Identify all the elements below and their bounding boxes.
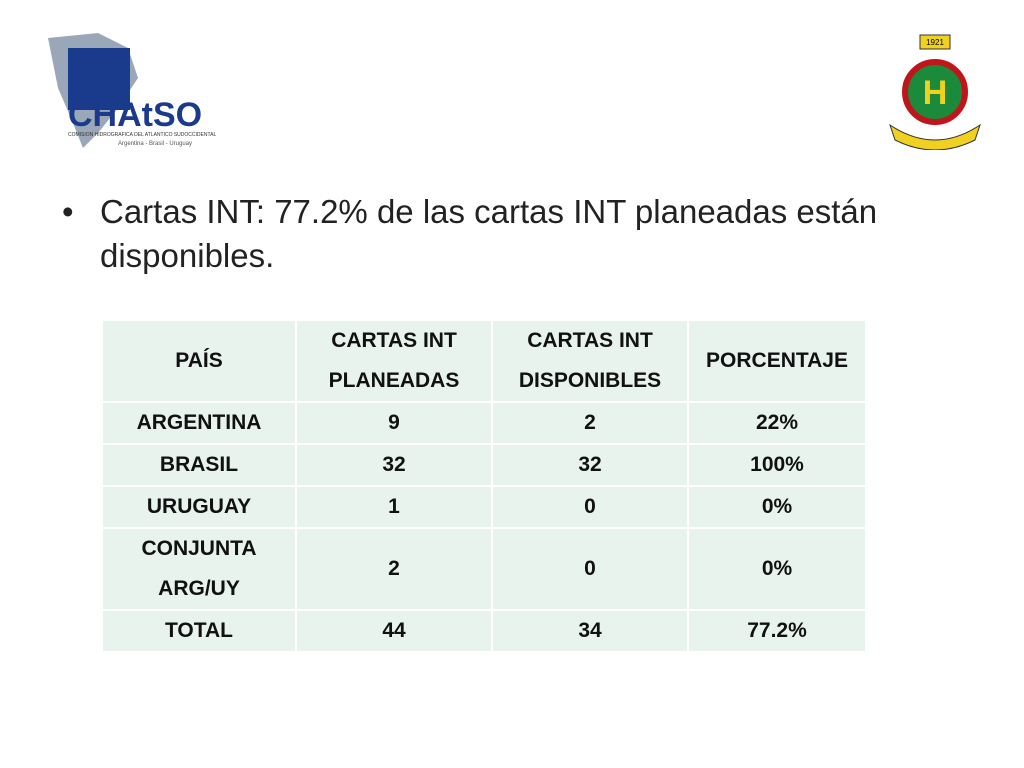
table-cell: 32 bbox=[491, 443, 689, 487]
logo-square bbox=[68, 48, 130, 110]
table-cell: PAÍS bbox=[101, 319, 297, 403]
cell-text: CARTAS INT PLANEADAS bbox=[328, 329, 460, 392]
table-cell: BRASIL bbox=[101, 443, 297, 487]
logo-countries: Argentina - Brasil - Uruguay bbox=[118, 141, 192, 147]
cell-text: 22% bbox=[755, 411, 799, 434]
table-cell: 77.2% bbox=[687, 609, 867, 653]
emblem-circle bbox=[902, 59, 968, 125]
cell-text: 32 bbox=[382, 453, 406, 476]
emblem-year: 1921 bbox=[926, 38, 944, 47]
cell-text: 0 bbox=[584, 557, 596, 580]
table-cell: 1 bbox=[295, 485, 493, 529]
cell-text: PORCENTAJE bbox=[706, 349, 848, 372]
table-cell: CARTAS INT DISPONIBLES bbox=[491, 319, 689, 403]
cell-text: 34 bbox=[578, 619, 602, 642]
table-row: TOTAL 44 34 77.2% bbox=[101, 609, 867, 653]
bullet-text: Cartas INT: 77.2% de las cartas INT plan… bbox=[62, 190, 980, 278]
cell-text: 0 bbox=[584, 495, 596, 518]
table-cell: CONJUNTA ARG/UY bbox=[101, 527, 297, 611]
logo-subtitle: COMISION HIDROGRAFICA DEL ATLANTICO SUDO… bbox=[68, 132, 216, 138]
cell-text: 0% bbox=[761, 557, 793, 580]
emblem-top bbox=[919, 34, 951, 50]
table: PAÍS CARTAS INT PLANEADAS CARTAS INT DISPO… bbox=[101, 319, 867, 653]
table-cell: PORCENTAJE bbox=[687, 319, 867, 403]
table-cell: 2 bbox=[491, 401, 689, 445]
logo-name: CHAtSO bbox=[68, 96, 202, 134]
table-row: BRASIL 32 32 100% bbox=[101, 443, 867, 487]
cell-text: 2 bbox=[388, 557, 400, 580]
table-cell: 34 bbox=[491, 609, 689, 653]
cell-text: 2 bbox=[584, 411, 596, 434]
emblem-ribbon bbox=[889, 123, 981, 150]
table-cell: 0% bbox=[687, 527, 867, 611]
table-body: PAÍS CARTAS INT PLANEADAS CARTAS INT DISPO… bbox=[101, 319, 867, 653]
emblem-letter: H bbox=[923, 74, 948, 112]
table-row: PAÍS CARTAS INT PLANEADAS CARTAS INT DISPO… bbox=[101, 319, 867, 403]
cell-text: 100% bbox=[750, 453, 804, 476]
cell-text: 0% bbox=[761, 495, 793, 518]
cell-text: 44 bbox=[382, 619, 406, 642]
cell-text: CARTAS INT DISPONIBLES bbox=[518, 329, 662, 392]
table-cell: URUGUAY bbox=[101, 485, 297, 529]
cell-text: 1 bbox=[388, 495, 400, 518]
cell-text: CONJUNTA ARG/UY bbox=[141, 537, 257, 600]
table-cell: TOTAL bbox=[101, 609, 297, 653]
table-cell: 44 bbox=[295, 609, 493, 653]
table-cell: 0 bbox=[491, 527, 689, 611]
cell-text: PAÍS bbox=[175, 349, 223, 372]
logo-left: CHAtSO COMISION HIDROGRAFICA DEL ATLANTI… bbox=[48, 33, 216, 148]
table-cell: CARTAS INT PLANEADAS bbox=[295, 319, 493, 403]
table-row: ARGENTINA 9 2 22% bbox=[101, 401, 867, 445]
table-row: CONJUNTA ARG/UY 2 0 0% bbox=[101, 527, 867, 611]
logo-right: 1921 H bbox=[889, 34, 981, 150]
table-cell: 0 bbox=[491, 485, 689, 529]
cell-text: ARGENTINA bbox=[136, 411, 262, 434]
cell-text: BRASIL bbox=[159, 453, 239, 476]
cell-text: 9 bbox=[388, 411, 400, 434]
table-cell: 9 bbox=[295, 401, 493, 445]
table-cell: 22% bbox=[687, 401, 867, 445]
table-row: URUGUAY 1 0 0% bbox=[101, 485, 867, 529]
table-cell: ARGENTINA bbox=[101, 401, 297, 445]
cell-text: 32 bbox=[578, 453, 602, 476]
cell-text: URUGUAY bbox=[146, 495, 252, 518]
cell-text: 77.2% bbox=[747, 619, 807, 642]
cell-text: TOTAL bbox=[164, 619, 234, 642]
table-cell: 2 bbox=[295, 527, 493, 611]
table-cell: 100% bbox=[687, 443, 867, 487]
table-cell: 32 bbox=[295, 443, 493, 487]
table-cell: 0% bbox=[687, 485, 867, 529]
